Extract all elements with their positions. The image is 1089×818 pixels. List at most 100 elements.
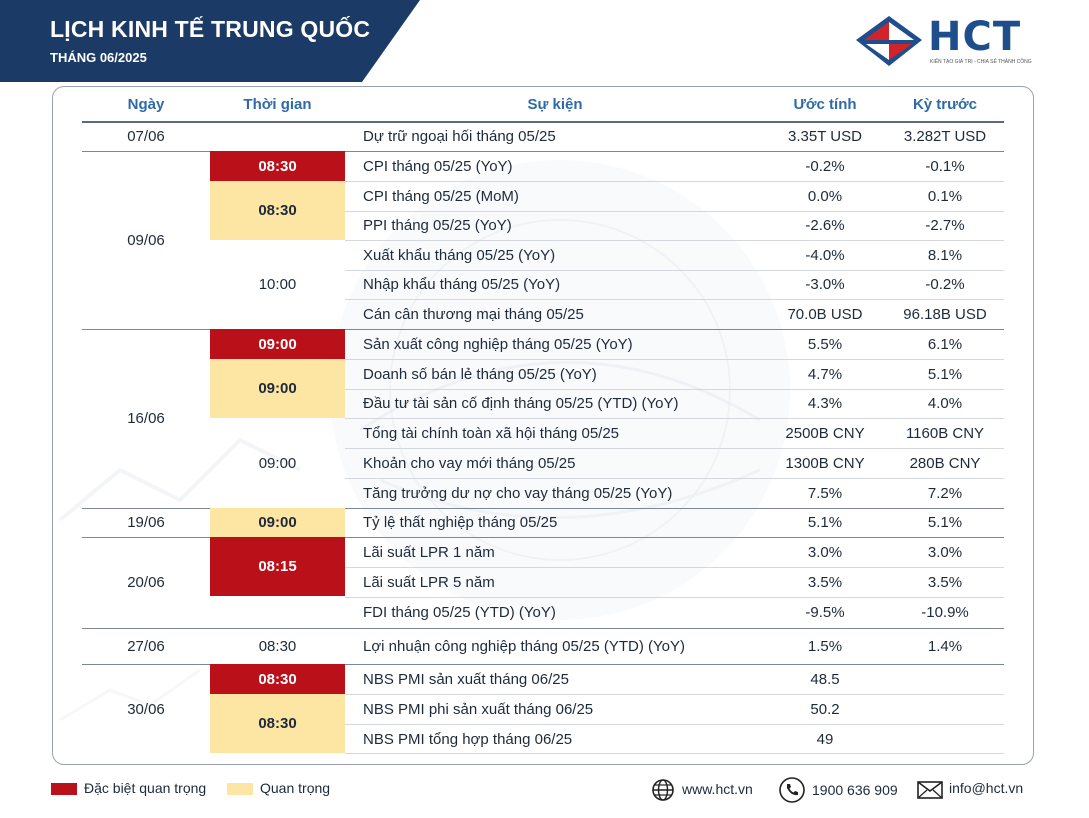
previous-cell: 8.1% bbox=[927, 246, 963, 264]
time-cell: 08:15 bbox=[210, 537, 345, 596]
previous-cell: 5.1% bbox=[927, 365, 963, 383]
row-divider bbox=[345, 389, 1004, 390]
event-cell: PPI tháng 05/25 (YoY) bbox=[363, 217, 512, 234]
previous-cell: 3.0% bbox=[927, 543, 963, 561]
legend-swatch-very-important bbox=[51, 783, 77, 795]
forecast-cell: 4.3% bbox=[807, 395, 843, 412]
previous-cell: 1160B CNY bbox=[905, 424, 985, 442]
previous-cell: 7.2% bbox=[927, 484, 963, 502]
event-cell: Tỷ lệ thất nghiệp tháng 05/25 bbox=[363, 514, 558, 531]
header-banner: LỊCH KINH TẾ TRUNG QUỐC THÁNG 06/2025 bbox=[0, 0, 420, 82]
event-cell: Xuất khẩu tháng 05/25 (YoY) bbox=[363, 246, 556, 264]
row-divider bbox=[345, 359, 1004, 360]
forecast-cell: -4.0% bbox=[805, 246, 845, 264]
previous-cell: 3.282T USD bbox=[903, 128, 987, 145]
previous-cell: 4.0% bbox=[927, 395, 963, 412]
forecast-cell: -9.5% bbox=[805, 604, 845, 621]
event-cell: Nhập khẩu tháng 05/25 (YoY) bbox=[363, 276, 561, 293]
event-cell: Lợi nhuận công nghiệp tháng 05/25 (YTD) … bbox=[363, 637, 685, 655]
row-divider bbox=[345, 597, 1004, 598]
email-link[interactable]: info@hct.vn bbox=[949, 780, 1024, 796]
time-cell: 09:00 bbox=[210, 508, 345, 537]
event-cell: Khoản cho vay mới tháng 05/25 bbox=[363, 454, 576, 472]
page-subtitle: THÁNG 06/2025 bbox=[50, 50, 147, 65]
forecast-cell: -2.6% bbox=[805, 217, 845, 234]
row-divider bbox=[345, 240, 1004, 241]
event-cell: Lãi suất LPR 1 năm bbox=[363, 543, 495, 561]
previous-cell: 280B CNY bbox=[909, 454, 981, 472]
time-cell: 09:00 bbox=[258, 454, 297, 472]
forecast-cell: 49 bbox=[816, 730, 834, 748]
column-header-time: Thời gian bbox=[243, 96, 312, 113]
date-cell: 30/06 bbox=[127, 700, 165, 718]
event-cell: NBS PMI phi sản xuất tháng 06/25 bbox=[363, 700, 594, 718]
previous-cell: 0.1% bbox=[927, 187, 963, 205]
column-header-date: Ngày bbox=[127, 96, 165, 113]
previous-cell: -2.7% bbox=[925, 217, 965, 234]
row-divider bbox=[345, 694, 1004, 695]
logo-text: HCT bbox=[928, 14, 1022, 60]
previous-cell bbox=[885, 694, 1005, 724]
date-cell: 16/06 bbox=[127, 410, 165, 427]
banner-shape bbox=[0, 0, 420, 82]
event-cell: Đầu tư tài sản cố định tháng 05/25 (YTD)… bbox=[363, 395, 679, 412]
forecast-cell: -0.2% bbox=[805, 157, 845, 175]
row-divider bbox=[345, 270, 1004, 271]
previous-cell: 1.4% bbox=[927, 637, 963, 655]
date-cell: 20/06 bbox=[127, 574, 165, 591]
row-divider bbox=[345, 448, 1004, 449]
forecast-cell: 1300B CNY bbox=[785, 454, 865, 472]
forecast-cell: 7.5% bbox=[807, 484, 843, 502]
phone-number[interactable]: 1900 636 909 bbox=[812, 782, 898, 798]
forecast-cell: 70.0B USD bbox=[787, 305, 863, 323]
forecast-cell: 4.7% bbox=[807, 365, 843, 383]
column-header-forecast: Ước tính bbox=[793, 96, 857, 113]
event-cell: Tổng tài chính toàn xã hội tháng 05/25 bbox=[363, 424, 620, 442]
date-cell: 07/06 bbox=[127, 128, 165, 145]
forecast-cell: 2500B CNY bbox=[785, 424, 865, 442]
forecast-cell: 3.35T USD bbox=[788, 128, 862, 145]
logo-diamond-icon bbox=[856, 16, 922, 66]
event-cell: CPI tháng 05/25 (MoM) bbox=[363, 187, 519, 205]
event-cell: CPI tháng 05/25 (YoY) bbox=[363, 157, 513, 175]
forecast-cell: 48.5 bbox=[810, 670, 840, 688]
date-cell: 27/06 bbox=[127, 637, 165, 655]
time-cell: 08:30 bbox=[210, 694, 345, 753]
time-cell: 08:30 bbox=[210, 664, 345, 694]
column-header-event: Sự kiện bbox=[527, 96, 583, 113]
website-link[interactable]: www.hct.vn bbox=[682, 781, 753, 797]
previous-cell: -0.1% bbox=[925, 157, 965, 175]
group-divider bbox=[82, 329, 1004, 330]
brand-logo: HCT KIẾN TẠO GIÁ TRỊ - CHIA SẺ THÀNH CÔN… bbox=[856, 14, 1036, 70]
group-divider bbox=[82, 628, 1004, 629]
legend-label-important: Quan trọng bbox=[260, 780, 331, 796]
date-cell: 09/06 bbox=[127, 231, 165, 249]
group-divider bbox=[82, 537, 1004, 538]
previous-cell: -10.9% bbox=[921, 604, 969, 621]
previous-cell: 3.5% bbox=[927, 573, 963, 591]
forecast-cell: 3.5% bbox=[807, 573, 843, 591]
date-cell: 19/06 bbox=[127, 514, 165, 531]
event-cell: Sản xuất công nghiệp tháng 05/25 (YoY) bbox=[363, 335, 633, 353]
row-divider bbox=[345, 724, 1004, 725]
time-cell: 08:30 bbox=[210, 151, 345, 181]
previous-cell bbox=[885, 724, 1005, 754]
time-cell: 08:30 bbox=[210, 181, 345, 240]
time-cell: 09:00 bbox=[210, 329, 345, 359]
time-cell: 08:30 bbox=[258, 637, 297, 655]
forecast-cell: 1.5% bbox=[807, 637, 843, 655]
row-divider bbox=[345, 753, 1004, 754]
forecast-cell: 50.2 bbox=[810, 700, 840, 718]
group-divider bbox=[82, 508, 1004, 509]
phone-icon bbox=[779, 777, 805, 803]
group-divider bbox=[82, 151, 1004, 152]
column-header-previous: Kỳ trước bbox=[912, 96, 978, 113]
event-cell: NBS PMI tổng hợp tháng 06/25 bbox=[363, 730, 573, 748]
page-title: LỊCH KINH TẾ TRUNG QUỐC bbox=[50, 16, 371, 42]
mail-icon bbox=[917, 781, 943, 799]
event-cell: Dự trữ ngoại hối tháng 05/25 bbox=[363, 128, 556, 145]
time-cell: 10:00 bbox=[258, 276, 297, 293]
row-divider bbox=[345, 181, 1004, 182]
globe-icon bbox=[652, 779, 674, 801]
forecast-cell: 5.5% bbox=[807, 335, 843, 353]
